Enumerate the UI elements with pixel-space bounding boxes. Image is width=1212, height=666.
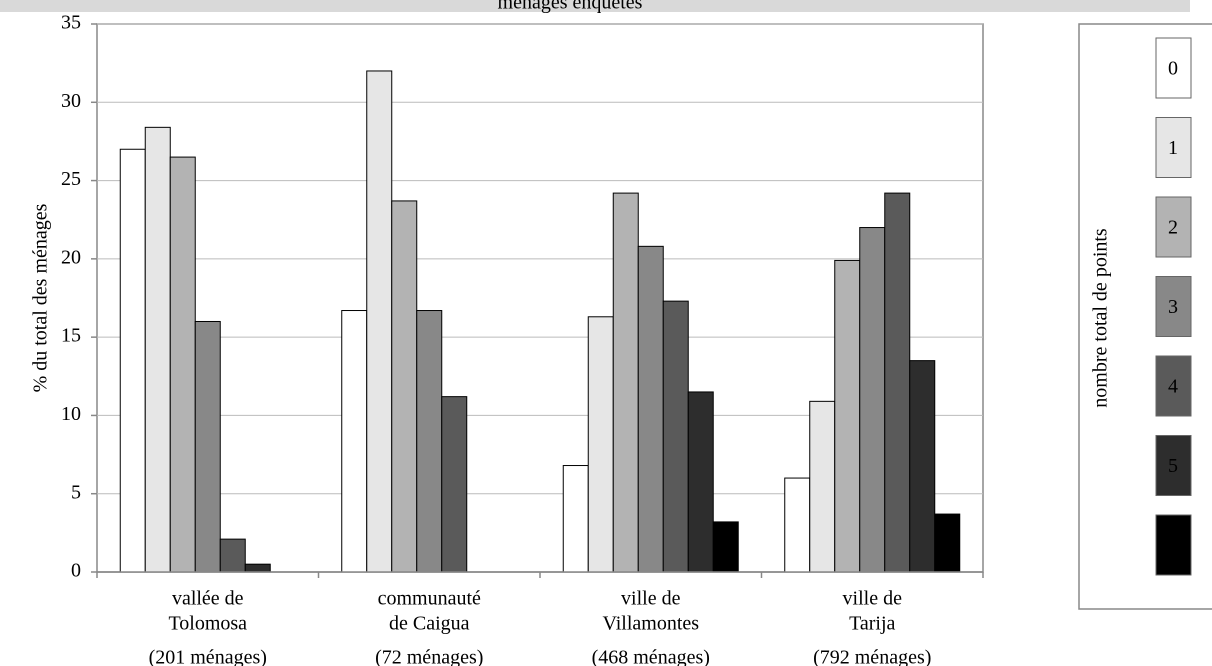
- bar: [366, 70, 393, 573]
- bar: [244, 563, 271, 573]
- bar: [784, 477, 811, 573]
- legend-swatch: [1155, 117, 1192, 178]
- title-band: [0, 0, 1190, 12]
- bar: [612, 192, 639, 573]
- bar: [562, 465, 589, 573]
- x-tick-note: (201 ménages): [149, 647, 267, 666]
- bar: [834, 259, 861, 573]
- y-tick-label: 20: [61, 246, 81, 268]
- legend-label: 6: [1168, 535, 1178, 557]
- legend-label: 2: [1168, 217, 1178, 239]
- legend-label: 1: [1168, 137, 1178, 159]
- y-tick-label: 35: [61, 12, 81, 34]
- bar: [391, 200, 418, 573]
- bar: [809, 400, 836, 573]
- bar: [859, 227, 886, 573]
- legend-swatch: [1155, 276, 1192, 337]
- y-tick-label: 15: [61, 325, 81, 347]
- bar: [144, 126, 171, 573]
- y-tick-label: 10: [61, 403, 81, 425]
- bar: [119, 148, 146, 573]
- y-axis-label: % du total des ménages: [30, 203, 52, 392]
- legend-label: 0: [1168, 58, 1178, 80]
- y-tick-label: 5: [71, 481, 81, 503]
- bar: [416, 310, 443, 573]
- x-tick-label: ville de: [843, 588, 903, 610]
- x-tick-note: (468 ménages): [592, 647, 710, 666]
- y-tick-label: 30: [61, 90, 81, 112]
- bar: [712, 521, 739, 573]
- bar: [934, 513, 961, 573]
- x-tick-label: ville de: [621, 588, 681, 610]
- legend-label: 4: [1168, 376, 1178, 398]
- legend-swatch: [1155, 355, 1192, 417]
- x-tick-label: vallée de: [172, 588, 244, 610]
- bar: [909, 360, 936, 573]
- x-tick-label: Villamontes: [602, 613, 699, 635]
- x-tick-note: (72 ménages): [375, 647, 483, 666]
- chart-title: ménages enquêtés: [498, 0, 643, 14]
- y-tick-label: 0: [71, 560, 81, 582]
- bar: [441, 396, 468, 573]
- legend-label: 5: [1168, 455, 1178, 477]
- bar: [194, 320, 221, 573]
- x-tick-label: communauté: [378, 588, 481, 610]
- bar: [169, 156, 196, 573]
- bar: [341, 310, 368, 573]
- legend-title: nombre total de points: [1090, 228, 1112, 408]
- x-tick-note: (792 ménages): [813, 647, 931, 666]
- bar: [637, 245, 664, 573]
- x-tick-label: de Caigua: [389, 613, 470, 635]
- bar: [662, 300, 689, 573]
- legend-swatch: [1155, 514, 1192, 576]
- bar: [587, 316, 614, 573]
- y-tick-label: 25: [61, 168, 81, 190]
- legend-swatch: [1155, 196, 1192, 258]
- x-tick-label: Tolomosa: [168, 613, 247, 635]
- bar: [219, 538, 246, 573]
- bar: [687, 391, 714, 573]
- x-tick-label: Tarija: [849, 613, 895, 635]
- bar: [884, 192, 911, 573]
- legend-swatch: [1155, 37, 1192, 99]
- legend-label: 3: [1168, 296, 1178, 318]
- legend-swatch: [1155, 435, 1192, 496]
